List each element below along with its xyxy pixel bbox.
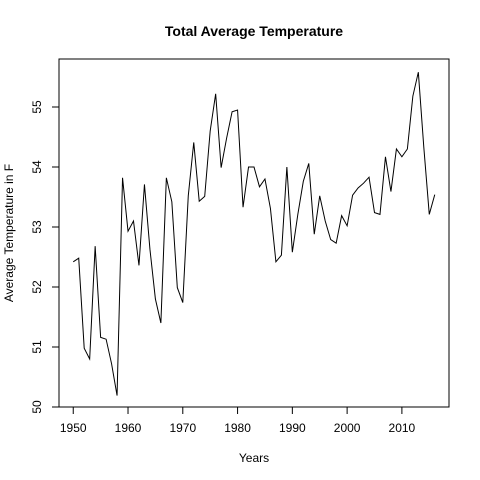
x-tick-label: 1980 <box>224 421 251 435</box>
y-tick-label: 55 <box>30 100 44 114</box>
x-tick-label: 2010 <box>389 421 416 435</box>
y-axis-label: Average Temperature in F <box>2 164 16 302</box>
x-axis: 1950 1960 1970 1980 1990 2000 2010 <box>60 406 416 435</box>
x-axis-label: Years <box>239 451 269 465</box>
y-axis: 50 51 52 53 54 55 <box>30 100 60 414</box>
y-tick-label: 52 <box>30 280 44 294</box>
temperature-series-line <box>72 72 436 396</box>
y-tick-label: 50 <box>30 400 44 414</box>
x-tick-label: 1950 <box>60 421 87 435</box>
x-tick-label: 2000 <box>334 421 361 435</box>
y-tick-label: 53 <box>30 220 44 234</box>
y-tick-label: 51 <box>30 340 44 354</box>
plot-frame <box>58 58 450 408</box>
x-tick-label: 1970 <box>169 421 196 435</box>
x-tick-label: 1990 <box>279 421 306 435</box>
chart-title: Total Average Temperature <box>165 23 343 39</box>
x-tick-label: 1960 <box>115 421 142 435</box>
y-tick-label: 54 <box>30 160 44 174</box>
